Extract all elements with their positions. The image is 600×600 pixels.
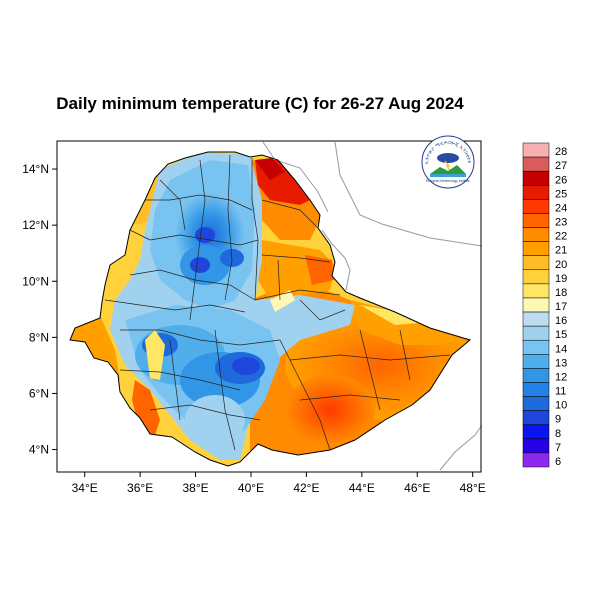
colorbar-label: 6 — [555, 456, 561, 468]
x-tick-label: 44°E — [349, 481, 375, 495]
x-tick-label: 40°E — [238, 481, 264, 495]
colorbar-swatch — [522, 339, 550, 355]
temperature-field — [70, 152, 470, 466]
colorbar-swatch — [522, 255, 550, 271]
colorbar-label: 13 — [555, 357, 567, 369]
colorbar-swatch — [522, 297, 550, 313]
colorbar-swatch — [522, 311, 550, 327]
y-tick-label: 10°N — [22, 274, 49, 288]
map-title: Daily minimum temperature (C) for 26-27 … — [56, 94, 464, 113]
colorbar-label: 9 — [555, 414, 561, 426]
colorbar-label: 26 — [555, 174, 567, 186]
colorbar-label: 19 — [555, 273, 567, 285]
y-tick-label: 14°N — [22, 162, 49, 176]
x-tick-label: 42°E — [293, 481, 319, 495]
colorbar-label: 14 — [555, 343, 567, 355]
colorbar-label: 8 — [555, 428, 561, 440]
colorbar-swatch — [522, 213, 550, 228]
colorbar-label: 12 — [555, 371, 567, 383]
colorbar-swatch — [522, 452, 550, 468]
colorbar-swatch — [522, 410, 550, 425]
institute-logo: የኢትዮጵያ ሜቲዎሮሎጂ ኢንስቲትዩት Ethiopian Meteorol… — [421, 135, 475, 189]
colorbar-swatch — [522, 382, 550, 397]
x-tick-label: 46°E — [404, 481, 430, 495]
colorbar-label: 25 — [555, 188, 567, 200]
colorbar-swatch — [522, 199, 550, 214]
colorbar-swatch — [522, 283, 550, 299]
colorbar-label: 7 — [555, 442, 561, 454]
colorbar-label: 22 — [555, 231, 567, 243]
colorbar-label: 18 — [555, 287, 567, 299]
colorbar: 28 27 26 25 24 23 22 21 20 19 18 17 16 15 14 13 12 11 10 9 8… — [522, 142, 567, 468]
y-tick-label: 8°N — [29, 330, 49, 344]
colorbar-swatch — [522, 325, 550, 341]
colorbar-label: 11 — [555, 386, 566, 398]
colorbar-label: 24 — [555, 202, 567, 214]
colorbar-label: 16 — [555, 315, 567, 327]
colorbar-swatch — [522, 438, 550, 454]
colorbar-swatch — [522, 170, 550, 186]
colorbar-label: 17 — [555, 301, 567, 313]
x-axis: 34°E 36°E 38°E 40°E 42°E 44°E 46°E 48°E — [72, 472, 486, 495]
colorbar-label: 20 — [555, 259, 567, 271]
colorbar-swatch — [522, 142, 550, 158]
colorbar-swatch — [522, 227, 550, 242]
x-tick-label: 48°E — [460, 481, 486, 495]
neighbor-borders — [262, 141, 483, 471]
colorbar-swatch — [522, 156, 550, 172]
y-tick-label: 6°N — [29, 386, 49, 400]
colorbar-swatch — [522, 424, 550, 440]
y-axis: 14°N 12°N 10°N 8°N 6°N 4°N — [22, 162, 57, 457]
x-tick-label: 36°E — [127, 481, 153, 495]
colorbar-label: 10 — [555, 400, 567, 412]
admin-boundaries — [104, 154, 451, 451]
colorbar-swatch — [522, 269, 550, 285]
colorbar-label: 28 — [555, 146, 567, 158]
y-tick-label: 12°N — [22, 218, 49, 232]
plot-frame — [56, 140, 482, 473]
colorbar-swatch — [522, 396, 550, 411]
logo-subtitle: Ethiopian Meteorology Institute — [426, 179, 470, 183]
colorbar-label: 27 — [555, 160, 567, 172]
colorbar-swatch — [522, 354, 550, 369]
colorbar-label: 23 — [555, 217, 567, 229]
colorbar-swatch — [522, 185, 550, 200]
country-outline — [69, 151, 472, 467]
colorbar-label: 21 — [555, 245, 567, 257]
colorbar-label: 15 — [555, 329, 567, 341]
colorbar-swatch — [522, 241, 550, 256]
x-tick-label: 34°E — [72, 481, 98, 495]
y-tick-label: 4°N — [29, 443, 49, 457]
colorbar-swatch — [522, 368, 550, 383]
x-tick-label: 38°E — [182, 481, 208, 495]
